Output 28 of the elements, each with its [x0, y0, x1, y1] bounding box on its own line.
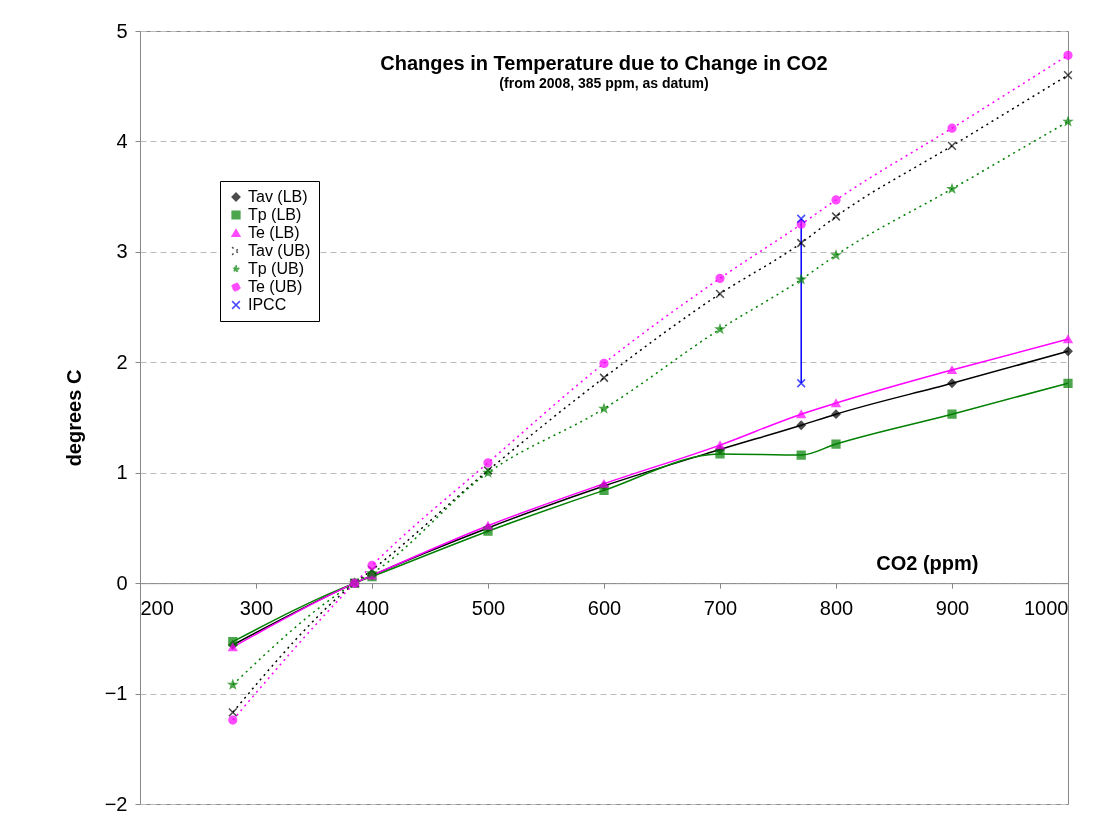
y-tick-label: 0 [116, 571, 128, 594]
legend-label: Tav (LB) [248, 188, 308, 205]
y-tick-label: 2 [116, 350, 128, 373]
text: Changes in Temperature due to Change in CO2 [380, 52, 828, 74]
x-tick-label: 800 [819, 596, 854, 619]
x-tick-label: 300 [239, 596, 274, 619]
y-tick-label: 3 [116, 240, 128, 263]
y-tick-label: −1 [104, 682, 128, 705]
x-tick-label: 600 [587, 596, 622, 619]
x-tick-label: 400 [355, 596, 390, 619]
x-axis-title: CO2 (ppm) [876, 551, 979, 574]
legend-label: Te (UB) [248, 278, 303, 295]
x-tick-label: 700 [703, 596, 738, 619]
y-tick-label: −2 [104, 792, 128, 815]
text: (from 2008, 385 ppm, as datum) [499, 75, 709, 91]
legend-label: Te (LB) [248, 224, 300, 241]
legend-label: Tp (UB) [248, 260, 304, 277]
x-tick-label: 200 [140, 596, 174, 619]
y-axis-title: degrees C [62, 369, 85, 467]
legend-label: Tav (UB) [248, 242, 311, 259]
x-tick-label: 900 [935, 596, 970, 619]
legend-label: Tp (LB) [248, 206, 302, 223]
y-tick-label: 4 [116, 129, 128, 152]
legend-label: IPCC [248, 296, 287, 313]
y-tick-label: 1 [116, 461, 128, 484]
x-tick-label: 1000 [1024, 596, 1069, 619]
x-tick-label: 500 [471, 596, 506, 619]
y-tick-label: 5 [116, 19, 128, 42]
